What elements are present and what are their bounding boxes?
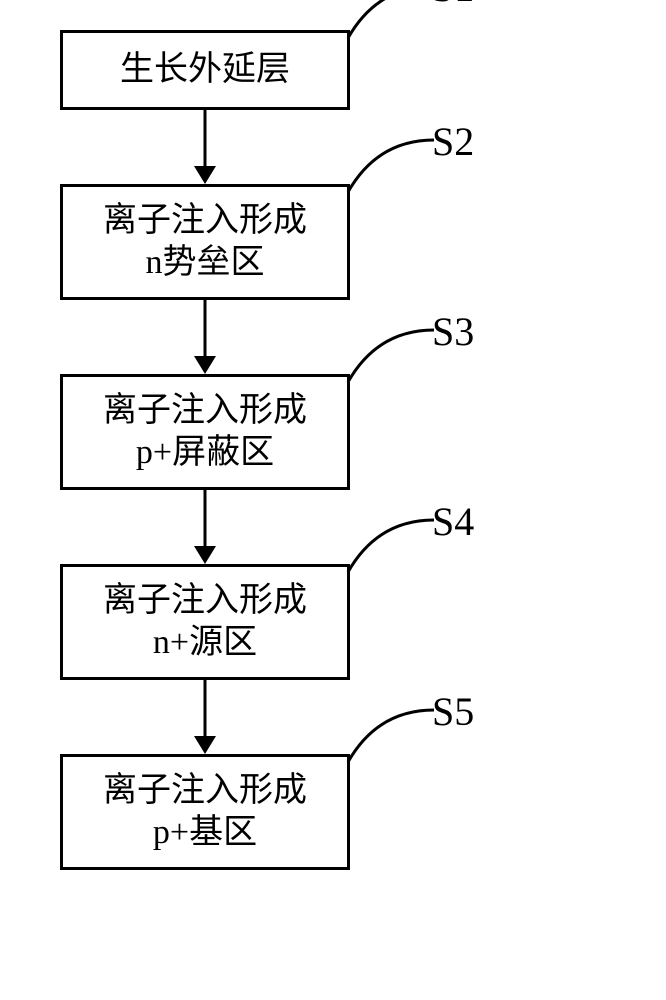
step-label: S2 (432, 118, 474, 165)
step-label: S4 (432, 498, 474, 545)
arrow-container (60, 110, 350, 184)
connector-curve (346, 0, 436, 40)
flow-step: 生长外延层 S1 (60, 30, 610, 110)
flow-step: 离子注入形成 p+屏蔽区 S3 (60, 374, 610, 490)
connector-curve (346, 704, 436, 764)
flowchart-container: 生长外延层 S1 离子注入形成 n势垒区 S2 离子注入形成 p+屏蔽区 S3 … (60, 30, 610, 870)
flow-box: 离子注入形成 p+基区 (60, 754, 350, 870)
arrow-container (60, 490, 350, 564)
flow-step: 离子注入形成 n+源区 S4 (60, 564, 610, 680)
flow-box: 离子注入形成 n+源区 (60, 564, 350, 680)
flow-box-text: n势垒区 (146, 242, 265, 285)
flow-box-text: n+源区 (153, 622, 257, 665)
flow-box-text: 生长外延层 (120, 49, 290, 92)
arrow-down-icon (192, 680, 218, 754)
flow-box-text: 离子注入形成 (103, 390, 307, 433)
step-label: S3 (432, 308, 474, 355)
connector-curve (346, 324, 436, 384)
flow-box: 离子注入形成 p+屏蔽区 (60, 374, 350, 490)
flow-box-text: 离子注入形成 (103, 770, 307, 813)
flow-box-text: 离子注入形成 (103, 200, 307, 243)
step-label: S1 (432, 0, 474, 11)
flow-box-text: p+屏蔽区 (136, 432, 274, 475)
flow-box: 生长外延层 (60, 30, 350, 110)
connector-curve (346, 514, 436, 574)
arrow-down-icon (192, 110, 218, 184)
arrow-down-icon (192, 300, 218, 374)
step-label: S5 (432, 688, 474, 735)
arrow-container (60, 680, 350, 754)
flow-step: 离子注入形成 p+基区 S5 (60, 754, 610, 870)
arrow-down-icon (192, 490, 218, 564)
flow-step: 离子注入形成 n势垒区 S2 (60, 184, 610, 300)
arrow-container (60, 300, 350, 374)
flow-box-text: p+基区 (153, 812, 257, 855)
flow-box-text: 离子注入形成 (103, 580, 307, 623)
flow-box: 离子注入形成 n势垒区 (60, 184, 350, 300)
connector-curve (346, 134, 436, 194)
